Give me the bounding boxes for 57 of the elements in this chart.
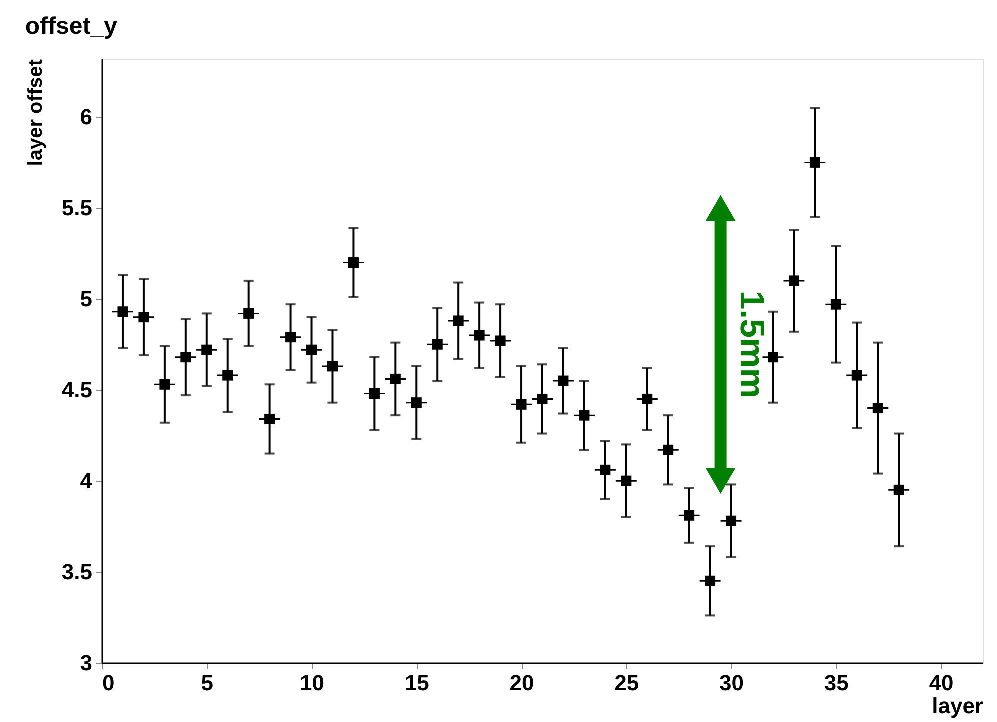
y-tick-label: 4.5 xyxy=(62,378,92,403)
point xyxy=(894,484,904,496)
point xyxy=(138,312,150,323)
y-tick-label: 4 xyxy=(80,468,94,494)
x-axis-title: layer xyxy=(932,694,984,718)
point xyxy=(222,370,234,381)
point xyxy=(768,352,778,363)
annotation: 1.5mm xyxy=(732,290,771,398)
point xyxy=(390,374,401,384)
point xyxy=(579,410,590,421)
point xyxy=(180,352,192,363)
point xyxy=(432,339,443,350)
point xyxy=(327,361,338,372)
point xyxy=(118,306,128,318)
point xyxy=(495,336,506,346)
point xyxy=(202,344,212,356)
y-tick-label: 3.5 xyxy=(62,560,92,585)
point xyxy=(474,330,485,341)
point xyxy=(600,464,611,476)
point xyxy=(160,379,170,390)
point xyxy=(306,344,318,356)
point xyxy=(830,299,842,310)
point xyxy=(516,399,527,410)
point xyxy=(369,388,380,399)
point xyxy=(264,414,276,424)
x-tick-label: 20 xyxy=(510,670,534,696)
x-tick-label: 25 xyxy=(614,670,640,696)
x-tick-label: 15 xyxy=(404,670,430,696)
x-tick-label: 35 xyxy=(824,670,849,696)
point xyxy=(852,370,862,381)
point xyxy=(726,516,737,526)
x-tick-label: 10 xyxy=(300,670,325,696)
point xyxy=(621,476,632,486)
y-tick-label: 5.5 xyxy=(62,196,92,221)
point xyxy=(453,316,464,326)
point xyxy=(788,276,800,286)
y-tick-label: 6 xyxy=(80,104,92,130)
x-tick-label: 30 xyxy=(720,670,744,696)
y-tick-label: 3 xyxy=(80,650,92,676)
point xyxy=(558,376,569,386)
x-tick-label: 0 xyxy=(102,670,115,696)
point xyxy=(872,403,884,414)
x-tick-label: 5 xyxy=(201,670,214,696)
chart-title: offset_y xyxy=(25,13,118,40)
point xyxy=(684,510,695,521)
y-axis-title: layer offset xyxy=(24,59,47,166)
point xyxy=(244,308,254,319)
point xyxy=(537,394,548,404)
point xyxy=(663,444,674,456)
x-tick-label: 40 xyxy=(929,670,954,696)
point xyxy=(642,394,653,404)
point xyxy=(348,258,359,268)
point xyxy=(411,398,422,408)
y-tick-label: 5 xyxy=(80,286,92,312)
point xyxy=(705,576,716,586)
point xyxy=(286,332,296,343)
point xyxy=(810,157,820,168)
